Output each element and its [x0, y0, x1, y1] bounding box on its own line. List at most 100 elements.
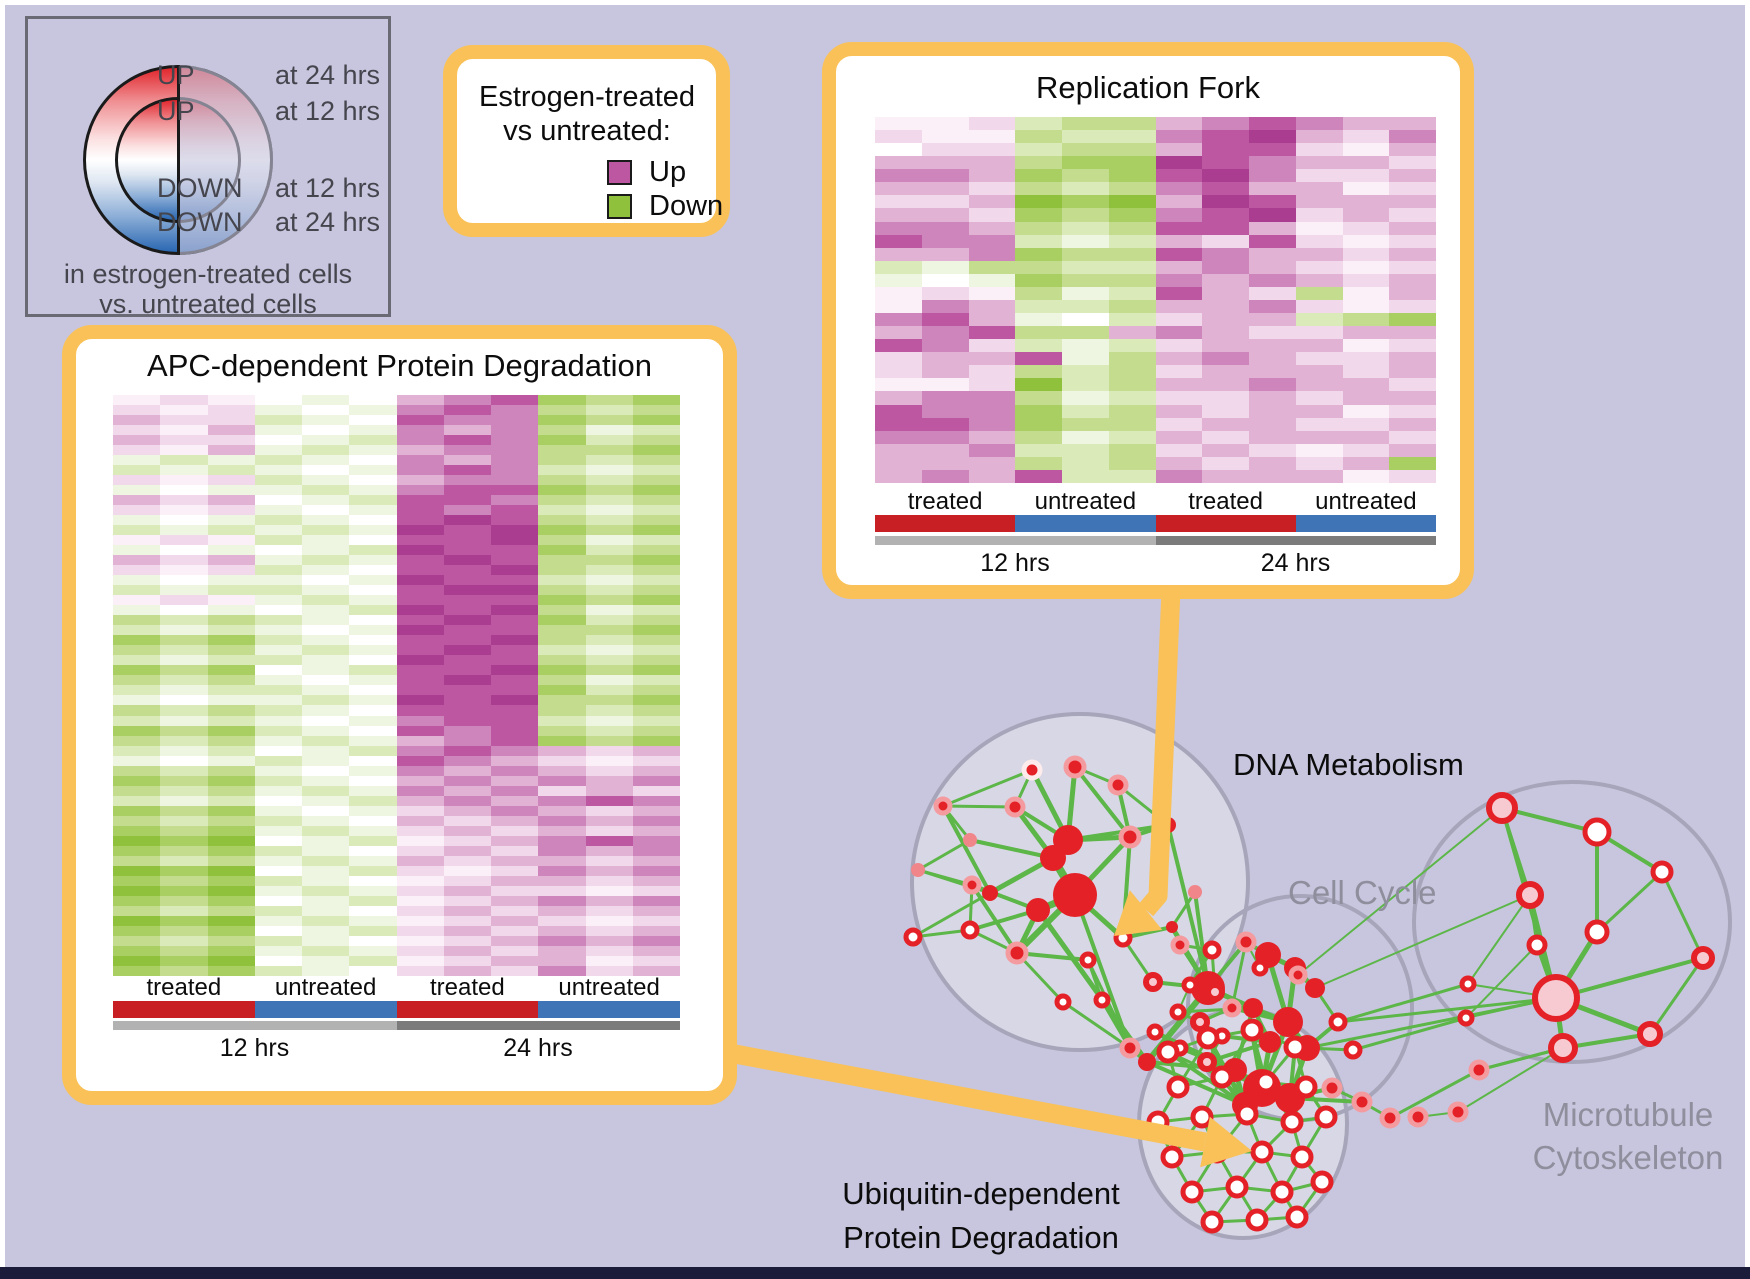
heatmap-cell	[396, 885, 444, 896]
heatmap-cell	[1342, 208, 1390, 222]
heatmap-cell	[443, 495, 491, 506]
network-edge	[1062, 1000, 1131, 1050]
heatmap-cell	[968, 117, 1016, 131]
heatmap-cell	[443, 425, 491, 436]
heatmap-cell	[207, 725, 255, 736]
network-node	[1270, 1180, 1294, 1204]
heatmap-cell	[585, 825, 633, 836]
rf-time-label-24: 24 hrs	[1260, 549, 1331, 577]
heatmap-cell	[207, 515, 255, 526]
heatmap-cell	[1342, 260, 1390, 274]
network-node	[1305, 978, 1325, 998]
heatmap-cell	[632, 805, 680, 816]
heatmap-cell	[396, 785, 444, 796]
heatmap-cell	[968, 130, 1016, 144]
heatmap-cell	[207, 455, 255, 466]
heatmap-cell	[1062, 195, 1109, 209]
heatmap-cell	[1202, 182, 1249, 196]
heatmap-cell	[1108, 130, 1156, 144]
heatmap-cell	[968, 234, 1016, 248]
heatmap-cell	[302, 565, 350, 576]
heatmap-cell	[160, 575, 208, 586]
heatmap-cell	[254, 795, 302, 806]
heatmap-cell	[921, 143, 969, 157]
heatmap-cell	[207, 685, 255, 696]
heatmap-cell	[160, 405, 208, 416]
heatmap-cell	[254, 725, 302, 736]
heatmap-cell	[632, 565, 680, 576]
heatmap-cell	[1249, 417, 1296, 431]
annotation-arrow-head	[1114, 890, 1163, 936]
heatmap-cell	[207, 615, 255, 626]
heatmap-cell	[1342, 221, 1390, 235]
heatmap-cell	[491, 885, 539, 896]
heatmap-cell	[113, 665, 161, 676]
heatmap-cell	[349, 495, 397, 506]
heatmap-cell	[491, 915, 539, 926]
heatmap-cell	[254, 965, 302, 976]
heatmap-cell	[1062, 417, 1109, 431]
heatmap-cell	[632, 485, 680, 496]
heatmap-cell	[396, 615, 444, 626]
heatmap-cell	[302, 415, 350, 426]
heatmap-cell	[1062, 469, 1109, 483]
apc-group-label: treated	[430, 974, 505, 1001]
heatmap-cell	[349, 755, 397, 766]
ring-row-dir: UP	[157, 60, 195, 90]
heatmap-cell	[207, 945, 255, 956]
heatmap-cell	[443, 655, 491, 666]
network-node	[1245, 1208, 1269, 1232]
heatmap-cell	[632, 525, 680, 536]
heatmap-cell	[1108, 156, 1156, 170]
heatmap-cell	[302, 825, 350, 836]
heatmap-cell	[1015, 221, 1062, 235]
heatmap-cell	[491, 415, 539, 426]
heatmap-cell	[443, 525, 491, 536]
heatmap-cell	[875, 234, 922, 248]
heatmap-cell	[396, 895, 444, 906]
heatmap-cell	[349, 865, 397, 876]
heatmap-cell	[921, 117, 969, 131]
heatmap-cell	[1202, 143, 1249, 157]
heatmap-cell	[1062, 143, 1109, 157]
heatmap-cell	[491, 805, 539, 816]
network-edge	[970, 883, 1019, 955]
heatmap-cell	[349, 415, 397, 426]
network-edge	[1457, 1047, 1564, 1113]
heatmap-cell	[207, 675, 255, 686]
heatmap-cell	[396, 455, 444, 466]
network-edge	[1166, 1050, 1247, 1107]
ring-caption-2: vs. untreated cells	[99, 289, 317, 319]
heatmap-cell	[302, 575, 350, 586]
heatmap-cell	[491, 905, 539, 916]
heatmap-cell	[160, 795, 208, 806]
heatmap-cell	[302, 795, 350, 806]
heatmap-cell	[302, 765, 350, 776]
heatmap-cell	[491, 675, 539, 686]
heatmap-cell	[113, 685, 161, 696]
heatmap-cell	[396, 965, 444, 976]
heatmap-cell	[349, 745, 397, 756]
network-node	[1283, 1035, 1307, 1059]
heatmap-cell	[302, 905, 350, 916]
network-node	[1486, 792, 1518, 824]
heatmap-cell	[632, 875, 680, 886]
heatmap-cell	[491, 635, 539, 646]
heatmap-cell	[207, 465, 255, 476]
network-node	[1328, 1012, 1348, 1032]
apc-time-label-24: 24 hrs	[503, 1034, 573, 1062]
heatmap-cell	[538, 905, 586, 916]
heatmap-cell	[1342, 130, 1390, 144]
heatmap-cell	[1015, 260, 1062, 274]
heatmap-cell	[1062, 156, 1109, 170]
heatmap-cell	[1062, 117, 1109, 131]
heatmap-cell	[113, 905, 161, 916]
heatmap-cell	[632, 595, 680, 606]
heatmap-cell	[1389, 326, 1436, 340]
heatmap-cell	[1202, 378, 1249, 392]
heatmap-cell	[1155, 117, 1203, 131]
heatmap-cell	[921, 234, 969, 248]
heatmap-cell	[1155, 234, 1203, 248]
heatmap-cell	[349, 475, 397, 486]
network-node	[1093, 991, 1111, 1009]
